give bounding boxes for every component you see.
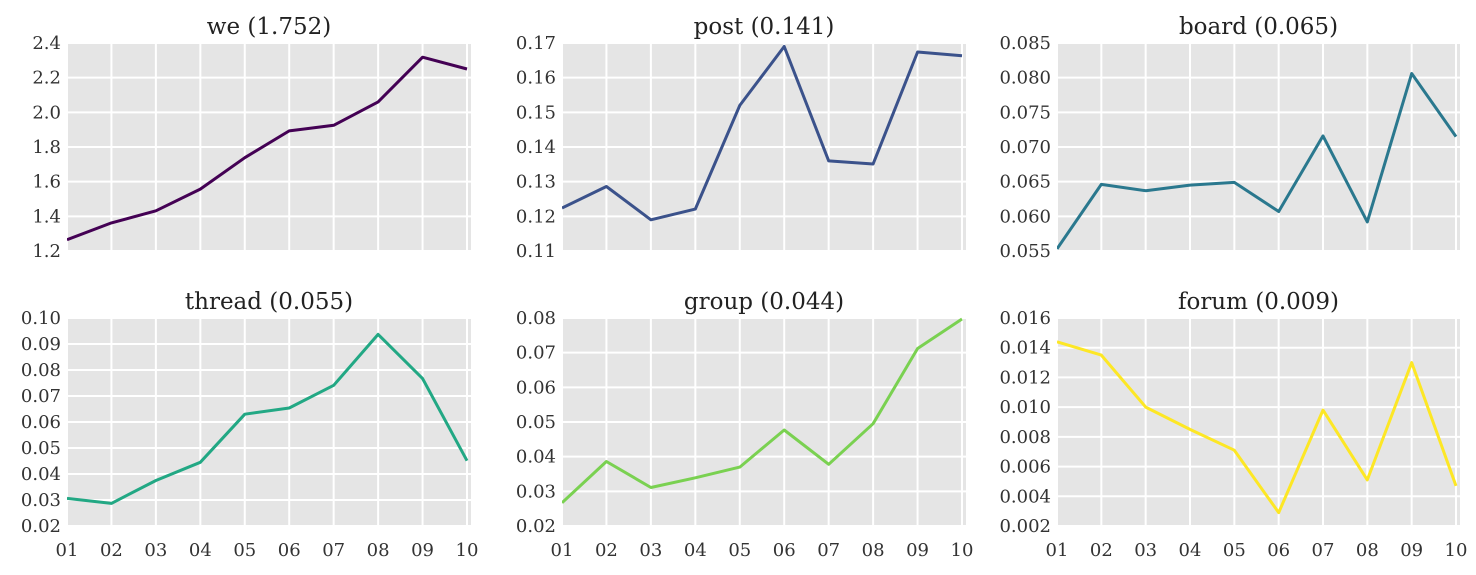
y-tick-label: 0.05 — [516, 412, 556, 433]
x-tick-label: 07 — [1312, 540, 1335, 561]
x-tick-label: 08 — [862, 540, 885, 561]
chart-panel-1: 1.2 1.4 1.6 1.8 2.0 2.2 2.4 we (1.752) — [32, 14, 471, 262]
y-tick-label: 0.010 — [999, 397, 1051, 418]
chart-panel-6: 0.002 0.004 0.006 0.008 0.010 0.012 0.014 0.016… — [999, 289, 1467, 561]
x-tick-label: 05 — [233, 540, 256, 561]
y-tick-label: 2.0 — [32, 102, 61, 123]
y-tick-label: 0.006 — [999, 457, 1051, 478]
x-tick-label: 03 — [144, 540, 167, 561]
y-tick-label: 0.004 — [999, 486, 1051, 507]
y-tick-label: 0.14 — [516, 137, 556, 158]
y-tick-label: 0.17 — [516, 33, 556, 54]
chart-title: board (0.065) — [1179, 14, 1338, 40]
y-tick-label: 0.02 — [21, 516, 61, 537]
y-tick-label: 0.13 — [516, 172, 556, 193]
x-tick-label: 02 — [100, 540, 123, 561]
x-tick-label: 09 — [411, 540, 434, 561]
x-tick-label: 04 — [189, 540, 212, 561]
y-tick-label: 0.02 — [516, 516, 556, 537]
y-tick-label: 0.075 — [999, 102, 1051, 123]
x-tick-label: 01 — [56, 540, 79, 561]
series-line — [67, 55, 468, 242]
x-tick-label: 06 — [1267, 540, 1290, 561]
x-tick-label: 10 — [456, 540, 479, 561]
y-tick-label: 0.002 — [999, 516, 1051, 537]
chart-title: group (0.044) — [684, 289, 844, 315]
y-tick-label: 0.055 — [999, 241, 1051, 262]
x-tick-label: 07 — [817, 540, 840, 561]
x-tick-label: 08 — [1356, 540, 1379, 561]
chart-panel-5: 0.02 0.03 0.04 0.05 0.06 0.07 0.08 01 02 03 04 05 06… — [516, 289, 974, 561]
y-tick-label: 0.085 — [999, 33, 1051, 54]
y-tick-label: 2.4 — [32, 33, 61, 54]
x-tick-label: 01 — [1046, 540, 1069, 561]
x-tick-label: 07 — [322, 540, 345, 561]
x-tick-label: 02 — [595, 540, 618, 561]
y-tick-label: 0.03 — [516, 481, 556, 502]
x-tick-label: 06 — [773, 540, 796, 561]
x-tick-label: 01 — [551, 540, 574, 561]
y-tick-label: 0.11 — [516, 241, 556, 262]
y-tick-label: 0.08 — [516, 308, 556, 329]
x-tick-label: 06 — [278, 540, 301, 561]
y-tick-label: 1.8 — [32, 137, 61, 158]
series-line — [67, 332, 469, 505]
series-line — [1057, 72, 1458, 250]
y-tick-label: 0.08 — [21, 360, 61, 381]
chart-title: thread (0.055) — [185, 289, 353, 315]
x-tick-label: 09 — [1400, 540, 1423, 561]
chart-panel-4: 0.02 0.03 0.04 0.05 0.06 0.07 0.08 0.09 0.10 01 02… — [21, 289, 479, 561]
y-tick-label: 0.008 — [999, 427, 1051, 448]
y-tick-label: 0.12 — [516, 206, 556, 227]
chart-title: post (0.141) — [694, 14, 835, 40]
chart-panel-3: 0.055 0.060 0.065 0.070 0.075 0.080 0.085 board… — [999, 14, 1460, 262]
y-tick-label: 1.2 — [32, 241, 61, 262]
x-tick-label: 04 — [684, 540, 707, 561]
y-tick-label: 0.014 — [999, 338, 1051, 359]
y-tick-label: 1.4 — [32, 206, 61, 227]
series-line — [562, 45, 963, 222]
y-tick-label: 0.15 — [516, 102, 556, 123]
y-tick-label: 0.06 — [516, 377, 556, 398]
y-tick-label: 0.065 — [999, 172, 1051, 193]
y-tick-label: 0.070 — [999, 137, 1051, 158]
y-tick-label: 0.016 — [999, 308, 1051, 329]
y-tick-label: 0.05 — [21, 438, 61, 459]
y-tick-label: 0.07 — [21, 386, 61, 407]
y-tick-label: 0.10 — [21, 308, 61, 329]
x-tick-label: 10 — [951, 540, 974, 561]
y-tick-label: 1.6 — [32, 172, 61, 193]
chart-title: we (1.752) — [207, 14, 331, 40]
y-tick-label: 0.03 — [21, 490, 61, 511]
y-tick-label: 0.07 — [516, 343, 556, 364]
x-tick-label: 05 — [1223, 540, 1246, 561]
y-tick-label: 2.2 — [32, 68, 61, 89]
y-tick-label: 0.04 — [21, 464, 61, 485]
y-tick-label: 0.012 — [999, 367, 1051, 388]
y-tick-label: 0.080 — [999, 68, 1051, 89]
x-tick-label: 08 — [367, 540, 390, 561]
x-tick-label: 05 — [728, 540, 751, 561]
y-tick-label: 0.06 — [21, 412, 61, 433]
x-tick-label: 03 — [639, 540, 662, 561]
series-line — [1057, 340, 1458, 515]
plot-area — [1057, 318, 1460, 526]
chart-title: forum (0.009) — [1178, 289, 1339, 315]
x-tick-label: 04 — [1179, 540, 1202, 561]
x-tick-label: 03 — [1134, 540, 1157, 561]
x-tick-label: 10 — [1445, 540, 1468, 561]
series-line — [562, 317, 963, 504]
chart-panel-2: 0.11 0.12 0.13 0.14 0.15 0.16 0.17 post (0.141) — [516, 14, 966, 262]
y-tick-label: 0.060 — [999, 206, 1051, 227]
y-tick-label: 0.16 — [516, 68, 556, 89]
y-tick-label: 0.09 — [21, 334, 61, 355]
y-tick-label: 0.04 — [516, 447, 556, 468]
x-tick-label: 09 — [906, 540, 929, 561]
x-tick-label: 02 — [1090, 540, 1113, 561]
